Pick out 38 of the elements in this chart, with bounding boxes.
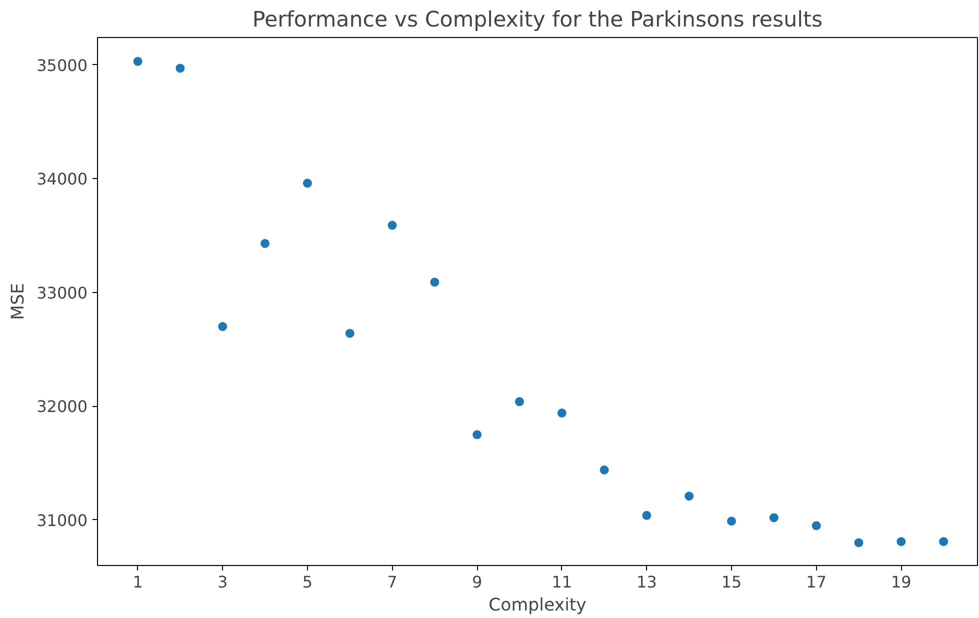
point	[388, 220, 397, 230]
point	[727, 516, 736, 526]
y-tick-label: 34000	[36, 170, 88, 189]
point	[133, 56, 142, 66]
x-tick-label: 13	[636, 572, 657, 592]
x-tick-label: 19	[890, 572, 912, 592]
x-tick-label: 17	[806, 572, 827, 592]
point	[939, 537, 948, 546]
point	[472, 430, 482, 440]
point	[896, 537, 906, 546]
point	[684, 492, 694, 501]
y-tick-label: 32000	[36, 397, 88, 416]
y-tick-label: 33000	[36, 283, 88, 302]
chart-title: Performance vs Complexity for the Parkinsons results	[252, 8, 823, 32]
point	[854, 538, 864, 548]
x-tick-label: 5	[302, 572, 313, 592]
x-tick-label: 15	[721, 572, 742, 592]
point	[514, 397, 524, 406]
x-tick-label: 7	[387, 572, 398, 592]
point	[812, 521, 821, 530]
x-tick-label: 11	[552, 572, 572, 592]
y-tick-label: 35000	[36, 56, 88, 75]
point	[642, 510, 652, 520]
point	[345, 328, 354, 338]
x-tick-label: 1	[132, 572, 143, 592]
point	[218, 322, 228, 332]
point	[302, 178, 312, 188]
point	[260, 238, 270, 248]
y-tick-label: 31000	[36, 510, 88, 530]
x-tick-label: 9	[472, 572, 482, 592]
x-axis-title: Complexity	[488, 596, 586, 616]
point	[769, 513, 778, 522]
point	[176, 64, 185, 73]
point	[430, 278, 440, 287]
y-axis-title: MSE	[8, 283, 29, 320]
x-tick-label: 3	[218, 572, 228, 592]
point	[557, 408, 566, 418]
point	[600, 465, 609, 474]
